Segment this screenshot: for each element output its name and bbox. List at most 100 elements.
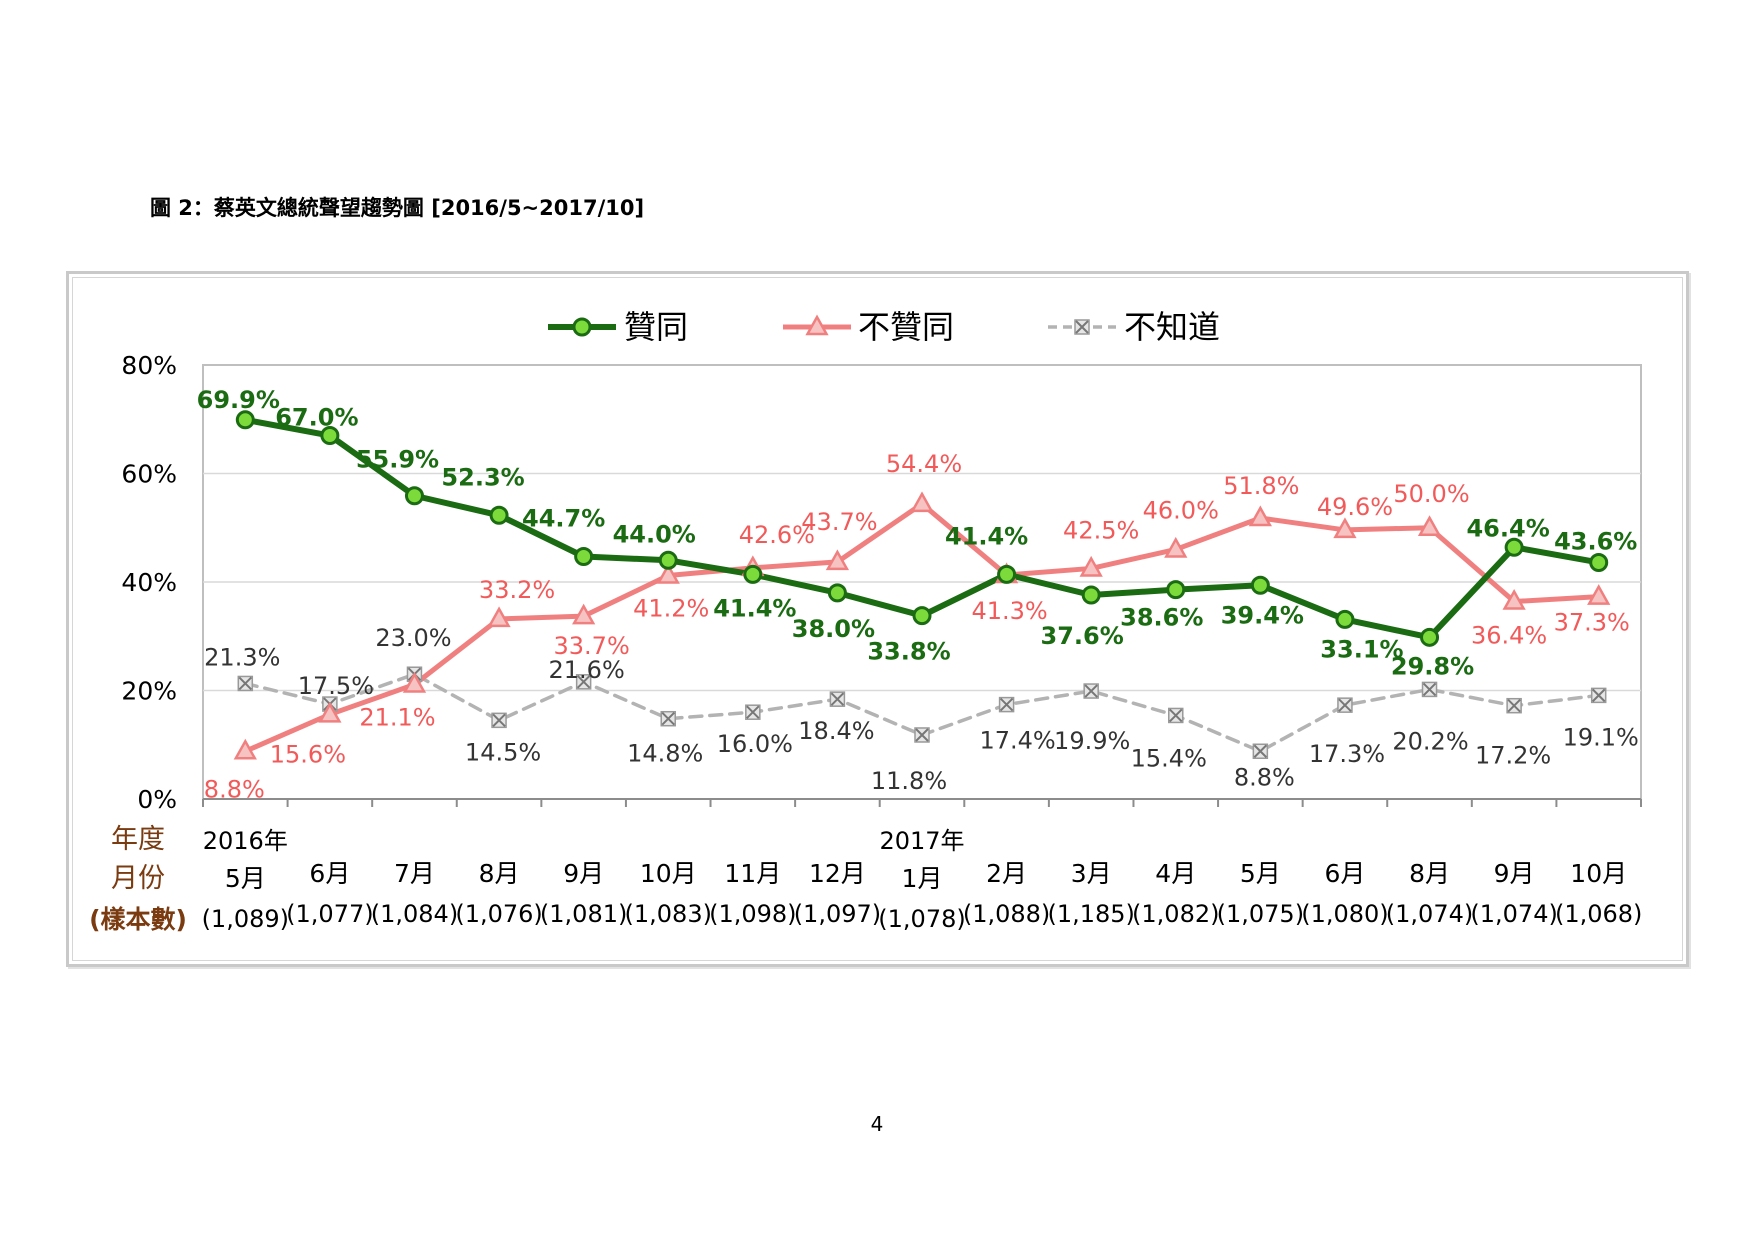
disapprove-point <box>1079 555 1103 577</box>
disapprove-data-label: 36.4% <box>1471 622 1547 650</box>
unknown-data-label: 21.6% <box>549 656 625 684</box>
approve-point <box>1166 580 1186 600</box>
unknown-data-label: 14.8% <box>627 740 703 768</box>
sample-size-label: (1,081) <box>540 900 627 928</box>
unknown-data-label: 18.4% <box>798 717 874 745</box>
unknown-point-cross <box>1338 698 1352 712</box>
unknown-point-cross <box>830 692 845 706</box>
approve-point <box>1589 552 1609 572</box>
x-tick-label: 4月 <box>1155 859 1196 888</box>
page-number: 4 <box>870 1112 884 1136</box>
disapprove-data-label: 49.6% <box>1317 493 1393 521</box>
approve-point <box>658 550 678 570</box>
disapprove-point <box>825 549 850 571</box>
x-axis-title: (樣本數) <box>89 905 187 934</box>
approve-point <box>489 505 509 525</box>
unknown-point-cross <box>999 697 1014 712</box>
disapprove-data-label: 33.7% <box>554 632 630 660</box>
legend-label-approve: 贊同 <box>624 308 688 346</box>
legend-unknown-point-cross <box>1075 320 1089 334</box>
unknown-point-cross <box>1253 744 1268 758</box>
disapprove-point <box>1502 588 1526 610</box>
approve-point <box>912 606 932 626</box>
chart-frame <box>66 271 1689 967</box>
sample-size-label: (1,068) <box>1555 900 1642 928</box>
chart-inner-frame <box>72 277 1683 961</box>
sample-size-label: (1,076) <box>455 900 542 928</box>
disapprove-data-label: 50.0% <box>1393 480 1469 508</box>
sample-size-label: (1,082) <box>1132 900 1219 928</box>
sample-size-label: (1,078) <box>878 905 965 933</box>
sample-size-label: (1,097) <box>794 900 881 928</box>
disapprove-data-label: 41.3% <box>971 597 1047 625</box>
year-label: 2016年 <box>203 827 288 855</box>
approve-point <box>1250 575 1270 595</box>
x-tick-label: 3月 <box>1071 859 1112 888</box>
unknown-data-label: 17.3% <box>1309 740 1385 768</box>
disapprove-point <box>233 738 257 760</box>
sample-size-label: (1,089) <box>202 905 289 933</box>
x-tick-label: 5月 <box>1240 859 1281 888</box>
x-tick-label: 6月 <box>309 859 350 888</box>
approve-data-label: 43.6% <box>1554 527 1637 555</box>
approve-data-label: 33.1% <box>1320 635 1403 663</box>
disapprove-point <box>1417 515 1442 536</box>
approve-data-label: 38.0% <box>792 615 875 643</box>
unknown-point-cross <box>915 728 929 742</box>
approve-data-label: 69.9% <box>197 386 280 414</box>
unknown-point-cross <box>1084 684 1098 698</box>
disapprove-point <box>402 671 427 693</box>
disapprove-data-label: 54.4% <box>886 450 962 478</box>
disapprove-data-label: 42.6% <box>739 521 815 549</box>
unknown-point-cross <box>1592 688 1606 703</box>
approve-data-label: 33.8% <box>867 638 950 666</box>
year-label: 2017年 <box>879 827 964 855</box>
disapprove-point <box>656 562 680 584</box>
approve-point <box>1335 609 1355 629</box>
sample-size-label: (1,074) <box>1470 900 1557 928</box>
sample-size-label: (1,075) <box>1217 900 1304 928</box>
unknown-point-cross <box>661 712 675 726</box>
unknown-data-label: 8.8% <box>1234 763 1295 791</box>
legend-disapprove-point <box>805 314 829 336</box>
unknown-data-label: 14.5% <box>465 738 541 766</box>
approve-point <box>997 564 1017 584</box>
x-tick-label: 6月 <box>1324 859 1365 888</box>
unknown-point-cross <box>492 713 506 728</box>
disapprove-point <box>1587 584 1611 605</box>
approve-point <box>1081 585 1101 605</box>
disapprove-point <box>487 606 511 628</box>
x-tick-label: 2月 <box>986 859 1027 888</box>
approve-data-label: 41.4% <box>945 522 1028 550</box>
unknown-data-label: 17.2% <box>1475 742 1551 770</box>
unknown-point-cross <box>576 675 591 689</box>
x-tick-label: 8月 <box>1409 859 1450 888</box>
disapprove-data-label: 33.2% <box>479 576 555 604</box>
sample-size-label: (1,098) <box>709 900 796 928</box>
disapprove-data-label: 43.7% <box>801 508 877 536</box>
disapprove-data-label: 41.2% <box>633 594 709 622</box>
unknown-data-label: 20.2% <box>1392 727 1468 755</box>
unknown-data-label: 11.8% <box>871 767 947 795</box>
x-axis-title: 月份 <box>111 863 165 894</box>
approve-point <box>235 410 255 430</box>
x-tick-label: 11月 <box>724 859 781 888</box>
disapprove-point <box>1333 517 1357 539</box>
disapprove-data-label: 51.8% <box>1223 472 1299 500</box>
legend-approve-point <box>572 317 592 337</box>
y-tick-label: 0% <box>137 785 177 814</box>
approve-point <box>1420 627 1440 647</box>
x-tick-label: 8月 <box>479 859 520 888</box>
sample-size-label: (1,074) <box>1386 900 1473 928</box>
approve-data-label: 41.4% <box>713 594 796 622</box>
approve-point <box>743 564 763 584</box>
approve-data-label: 55.9% <box>356 446 439 474</box>
approve-point <box>1504 537 1524 557</box>
disapprove-data-label: 15.6% <box>270 740 346 768</box>
x-tick-label: 5月 <box>225 864 266 893</box>
x-tick-label: 7月 <box>394 859 435 888</box>
sample-size-label: (1,185) <box>1047 900 1134 928</box>
approve-data-label: 52.3% <box>441 463 524 491</box>
x-tick-label: 10月 <box>1570 859 1627 888</box>
